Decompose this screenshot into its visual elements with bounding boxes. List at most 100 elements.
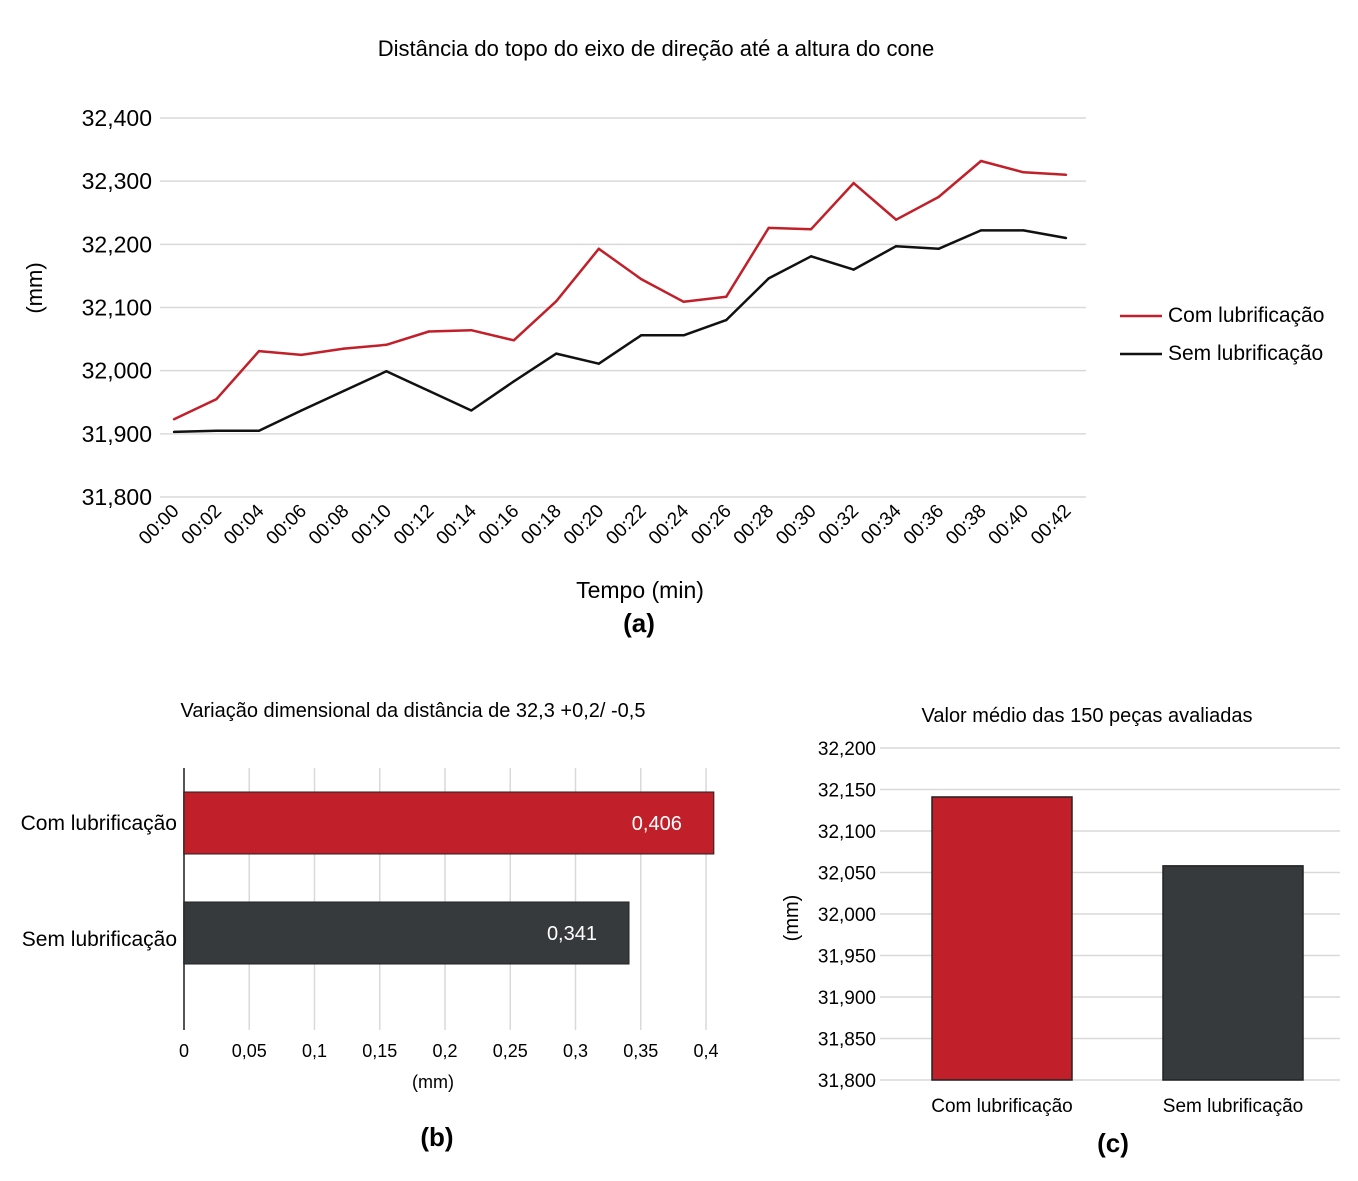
- chart-c-y-tick-labels: 31,800 31,850 31,900 31,950 32,000 32,050 32,1…: [818, 739, 876, 1092]
- data-point-com-lubrificacao: [172, 418, 176, 421]
- chart-c-y-tick: 31,900: [818, 988, 876, 1009]
- chart-a-x-tick: 00:06: [262, 501, 310, 549]
- legend-label-com-lubrificacao: Com lubrificação: [1168, 304, 1324, 327]
- chart-a-x-tick: 00:22: [602, 501, 650, 549]
- data-point-com-lubrificacao: [1064, 173, 1068, 177]
- panel-label-b: (b): [420, 1122, 453, 1152]
- data-point-com-lubrificacao: [470, 329, 473, 332]
- chart-a-x-tick: 00:08: [305, 501, 353, 549]
- chart-a-y-axis-label: (mm): [22, 262, 47, 313]
- chart-b-x-tick: 0,25: [493, 1041, 528, 1061]
- data-point-sem-lubrificacao: [852, 268, 855, 271]
- data-point-sem-lubrificacao: [300, 409, 303, 412]
- chart-b-x-tick: 0,15: [362, 1041, 397, 1061]
- chart-c-category-sem-lubrificacao: Sem lubrificação: [1163, 1096, 1303, 1117]
- data-point-com-lubrificacao: [1022, 171, 1025, 174]
- chart-a-x-tick: 00:18: [517, 501, 565, 549]
- chart-b-title: Variação dimensional da distância de 32,…: [181, 700, 646, 722]
- chart-c-bars: [931, 796, 1304, 1081]
- bar-value-label-com-lubrificacao: 0,406: [632, 813, 682, 835]
- chart-a-x-tick: 00:02: [178, 501, 226, 549]
- chart-a-x-tick: 00:26: [687, 501, 735, 549]
- data-point-sem-lubrificacao: [257, 429, 261, 432]
- chart-b-x-axis-label: (mm): [412, 1072, 454, 1092]
- chart-a-title: Distância do topo do eixo de direção até…: [378, 36, 935, 61]
- chart-b-bars: 0,406 0,341: [183, 791, 715, 965]
- chart-a-legend: Com lubrificação Sem lubrificação: [1120, 304, 1324, 365]
- chart-b-x-tick: 0,05: [232, 1041, 267, 1061]
- panel-label-a: (a): [623, 608, 655, 638]
- chart-b-category-sem-lubrificacao: Sem lubrificação: [22, 928, 177, 951]
- chart-b-x-tick: 0,3: [563, 1041, 588, 1061]
- chart-c-y-tick: 32,050: [818, 864, 876, 885]
- chart-b-x-tick: 0,1: [302, 1041, 327, 1061]
- data-point-com-lubrificacao: [640, 277, 643, 281]
- vertical-bar-chart-mean-value: Valor médio das 150 peças avaliadas 31,8…: [781, 705, 1340, 1158]
- data-point-com-lubrificacao: [555, 299, 558, 303]
- data-point-sem-lubrificacao: [979, 229, 983, 232]
- chart-a-series-lines: [172, 159, 1068, 434]
- data-point-com-lubrificacao: [852, 181, 855, 185]
- chart-a-x-tick: 00:04: [220, 500, 269, 549]
- chart-c-y-tick: 32,000: [818, 905, 876, 926]
- data-point-com-lubrificacao: [682, 300, 685, 304]
- chart-a-x-tick: 00:32: [815, 501, 863, 549]
- data-point-sem-lubrificacao: [342, 389, 346, 393]
- chart-a-x-tick: 00:12: [390, 501, 438, 549]
- data-point-sem-lubrificacao: [427, 389, 431, 393]
- data-point-sem-lubrificacao: [809, 255, 813, 258]
- panel-label-c: (c): [1097, 1128, 1129, 1158]
- bar-sem-lubrificacao: [183, 901, 630, 965]
- data-point-sem-lubrificacao: [640, 334, 643, 337]
- chart-a-x-tick: 00:34: [857, 500, 906, 549]
- chart-a-gridlines: [160, 117, 1086, 498]
- data-point-com-lubrificacao: [724, 295, 728, 298]
- data-point-com-lubrificacao: [767, 226, 770, 230]
- data-point-com-lubrificacao: [215, 397, 218, 401]
- data-point-sem-lubrificacao: [172, 430, 176, 434]
- chart-a-x-axis-label: Tempo (min): [576, 577, 704, 603]
- data-point-com-lubrificacao: [342, 347, 346, 350]
- bar-sem-lubrificacao: [1162, 865, 1304, 1081]
- chart-c-y-tick: 31,950: [818, 947, 876, 968]
- chart-c-y-tick: 31,850: [818, 1030, 876, 1051]
- chart-a-x-tick: 00:20: [560, 501, 608, 549]
- data-point-sem-lubrificacao: [385, 370, 388, 373]
- chart-a-x-tick: 00:42: [1027, 501, 1075, 549]
- chart-a-y-tick: 31,900: [82, 421, 152, 447]
- chart-b-x-tick: 0,2: [432, 1041, 457, 1061]
- legend-label-sem-lubrificacao: Sem lubrificação: [1168, 342, 1323, 365]
- data-point-com-lubrificacao: [257, 349, 261, 353]
- data-point-sem-lubrificacao: [682, 334, 685, 337]
- chart-a-y-tick: 32,400: [82, 105, 152, 131]
- chart-c-y-axis-label: (mm): [781, 895, 803, 942]
- chart-b-x-tick-labels: 0 0,05 0,1 0,15 0,2 0,25 0,3 0,35 0,4: [179, 1041, 719, 1061]
- chart-b-x-tick: 0,4: [693, 1041, 718, 1061]
- data-point-com-lubrificacao: [809, 227, 813, 231]
- chart-a-y-tick: 32,200: [82, 231, 152, 257]
- data-point-com-lubrificacao: [385, 343, 388, 346]
- chart-a-x-tick: 00:24: [645, 500, 694, 549]
- chart-b-x-tick: 0: [179, 1041, 189, 1061]
- chart-c-category-com-lubrificacao: Com lubrificação: [931, 1096, 1073, 1117]
- chart-a-x-tick: 00:38: [942, 501, 990, 549]
- horizontal-bar-chart-variation: Variação dimensional da distância de 32,…: [21, 700, 719, 1152]
- chart-c-y-tick: 32,200: [818, 739, 876, 760]
- data-point-sem-lubrificacao: [555, 352, 558, 355]
- chart-b-x-tick: 0,35: [623, 1041, 658, 1061]
- data-point-com-lubrificacao: [979, 159, 983, 163]
- chart-a-x-tick: 00:16: [475, 501, 523, 549]
- chart-a-x-tick: 00:14: [432, 500, 481, 549]
- data-point-sem-lubrificacao: [597, 362, 600, 365]
- chart-a-x-tick: 00:36: [900, 501, 948, 549]
- chart-a-x-tick-labels: 00:0000:0200:0400:0600:0800:1000:1200:14…: [135, 500, 1075, 549]
- data-point-sem-lubrificacao: [894, 245, 898, 248]
- data-point-com-lubrificacao: [937, 195, 940, 199]
- series-line-com-lubrificacao: [173, 159, 1067, 421]
- data-point-com-lubrificacao: [512, 339, 516, 342]
- chart-a-y-tick-labels: 31,800 31,900 32,000 32,100 32,200 32,300 32,4…: [82, 105, 152, 510]
- chart-a-y-tick: 32,000: [82, 358, 152, 384]
- bar-value-label-sem-lubrificacao: 0,341: [547, 923, 597, 945]
- chart-a-x-tick: 00:30: [772, 501, 820, 549]
- bar-com-lubrificacao: [183, 791, 715, 855]
